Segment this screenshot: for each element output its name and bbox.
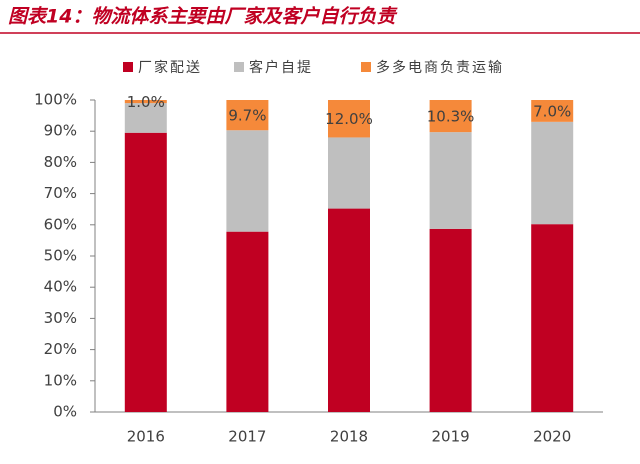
y-tick-label: 60%	[44, 215, 77, 233]
y-tick-label: 10%	[44, 371, 77, 389]
bar-segment	[328, 137, 370, 209]
x-tick-label: 2020	[533, 428, 571, 446]
y-tick-label: 100%	[34, 91, 77, 109]
bar-segment	[124, 103, 167, 133]
value-label: 12.0%	[325, 110, 373, 128]
bar-segment	[124, 132, 167, 412]
legend-label: 客户自提	[249, 59, 313, 76]
value-label: 10.3%	[427, 108, 475, 126]
y-tick-label: 20%	[44, 340, 77, 358]
bar-segment	[531, 121, 574, 225]
x-tick-label: 2016	[127, 428, 165, 446]
value-label: 7.0%	[533, 102, 571, 120]
bar-segment	[226, 100, 269, 131]
x-tick-label: 2017	[228, 428, 266, 446]
bar-segment	[429, 228, 472, 412]
chart-title: 图表14：物流体系主要由厂家及客户自行负责	[8, 6, 398, 28]
legend-swatch	[361, 62, 371, 72]
bar-segment	[429, 132, 472, 229]
y-tick-label: 90%	[44, 122, 77, 140]
bar-segment	[226, 130, 269, 232]
legend-label: 厂家配送	[138, 59, 202, 76]
bar-segment	[328, 100, 370, 138]
bar-segment	[226, 231, 269, 412]
legend-swatch	[234, 62, 244, 72]
y-tick-label: 80%	[44, 153, 77, 171]
y-tick-label: 0%	[53, 403, 77, 421]
legend-label: 多多电商负责运输	[376, 59, 504, 76]
y-tick-label: 70%	[44, 184, 77, 202]
bar-segment	[124, 100, 167, 104]
legend-swatch	[123, 62, 133, 72]
y-tick-label: 40%	[44, 278, 77, 296]
y-tick-label: 50%	[44, 247, 77, 265]
bar-segment	[429, 100, 472, 133]
x-tick-label: 2019	[432, 428, 470, 446]
bar-segment	[531, 224, 574, 412]
value-label: 9.7%	[228, 107, 266, 125]
bar-segment	[328, 208, 370, 412]
value-label: 1.0%	[127, 93, 165, 111]
bar-segment	[531, 100, 574, 122]
x-tick-label: 2018	[330, 428, 368, 446]
y-tick-label: 30%	[44, 309, 77, 327]
